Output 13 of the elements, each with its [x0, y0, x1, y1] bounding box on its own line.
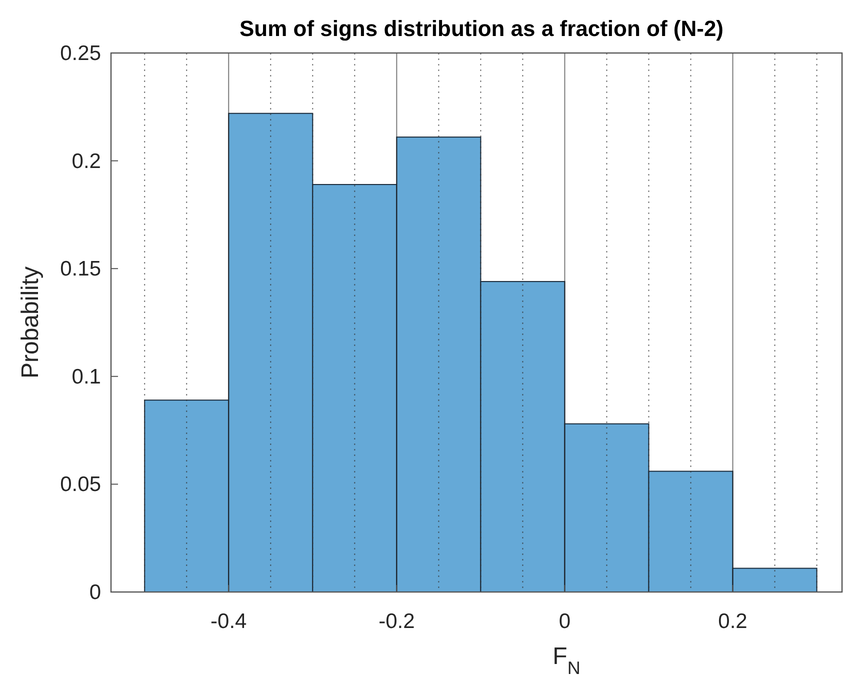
- x-tick-label: -0.2: [378, 610, 415, 633]
- x-tick-label: 0: [558, 610, 571, 633]
- y-axis-title: Probability: [17, 266, 44, 379]
- x-axis-title: F$_{N}$: [552, 643, 580, 678]
- y-tick-label: 0.05: [60, 473, 101, 496]
- y-tick-label: 0.15: [60, 258, 101, 281]
- chart-title: Sum of signs distribution as a fraction of (N-2): [239, 16, 724, 41]
- x-tick-label: 0.2: [718, 610, 748, 633]
- y-tick-label: 0.2: [72, 150, 101, 173]
- y-tick-label: 0: [89, 581, 101, 604]
- x-tick-label: -0.4: [210, 610, 248, 633]
- y-tick-label: 0.25: [60, 42, 101, 65]
- y-tick-label: 0.1: [72, 365, 101, 388]
